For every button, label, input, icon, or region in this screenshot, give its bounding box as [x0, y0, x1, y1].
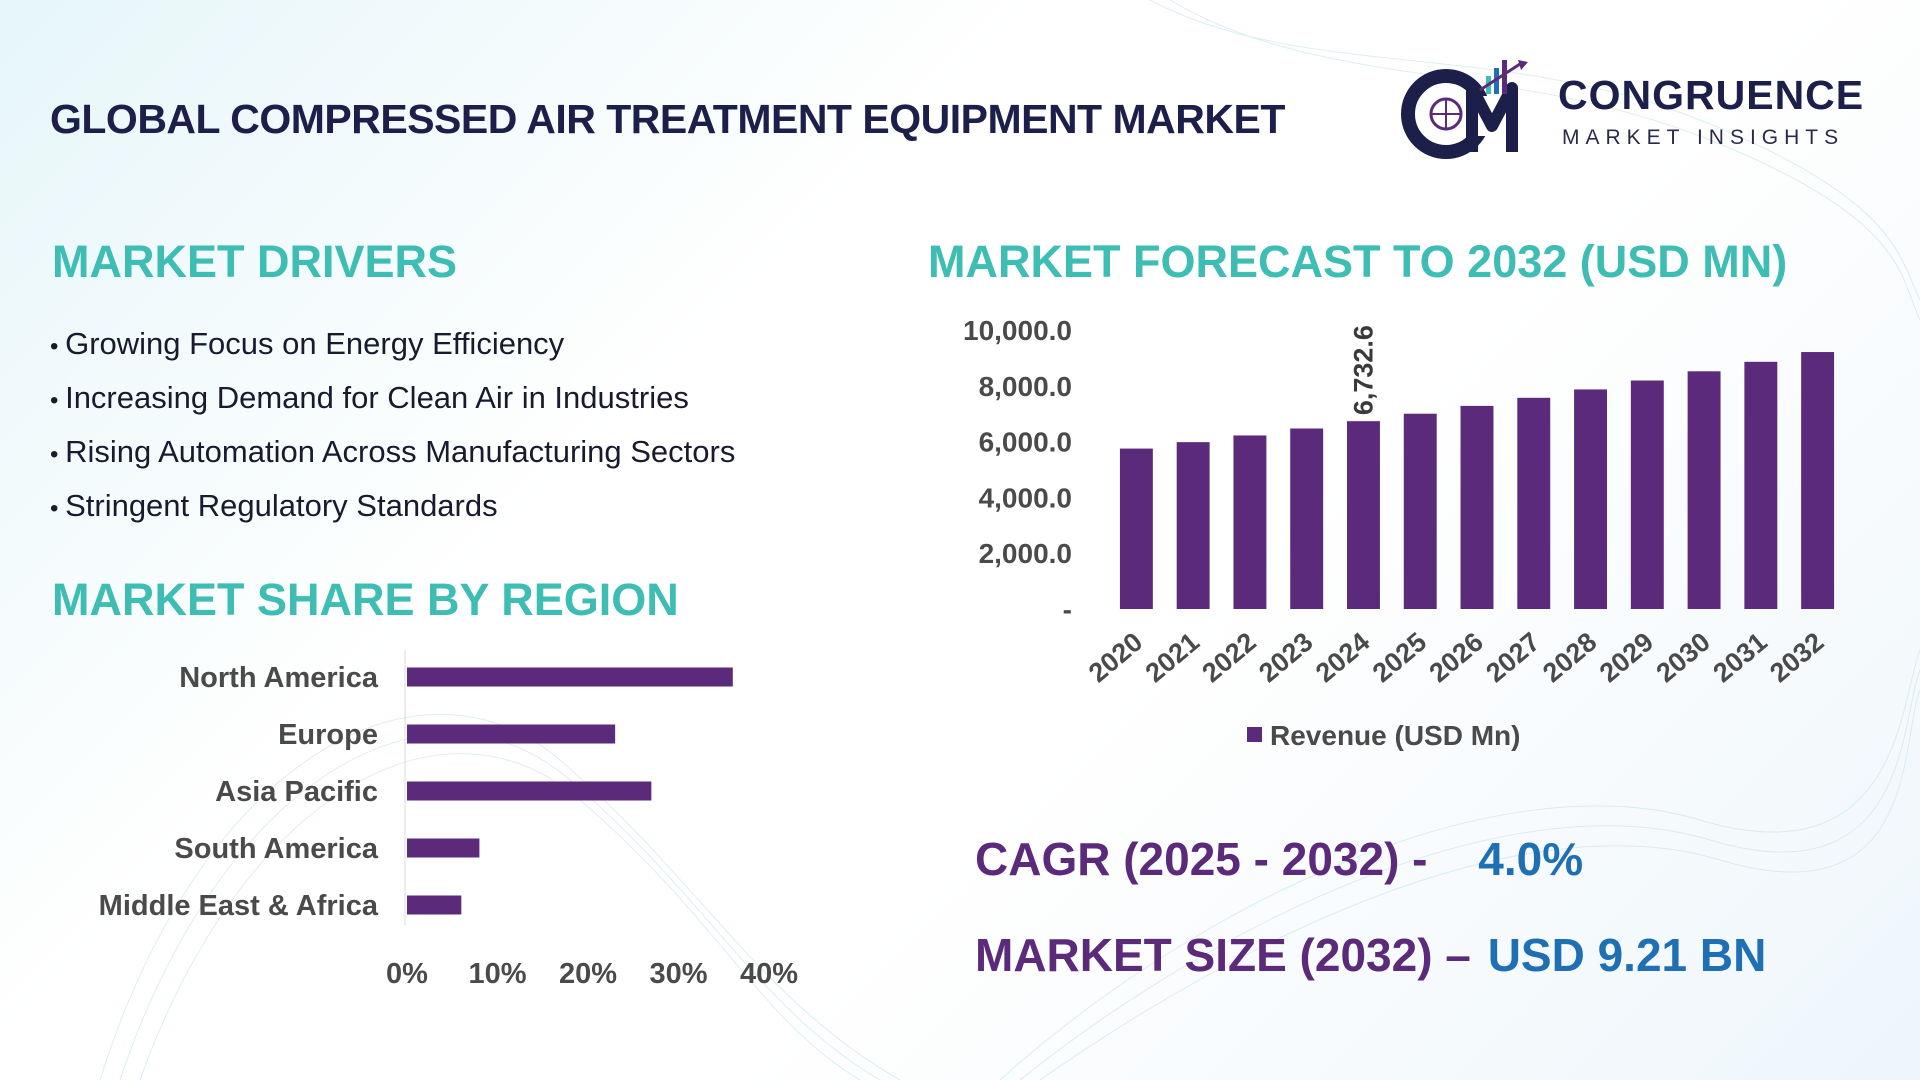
forecast-bar: [1119, 448, 1153, 609]
x-tick-label: 2025: [1367, 627, 1432, 689]
forecast-bar: [1460, 405, 1494, 609]
x-tick-label: 2023: [1253, 627, 1318, 689]
x-tick-label: 2029: [1594, 627, 1659, 689]
x-tick-label: 2028: [1537, 627, 1602, 689]
y-tick-label: -: [1063, 594, 1072, 625]
cagr-row: CAGR (2025 - 2032) - 4.0%: [975, 832, 1583, 886]
x-tick-label: 2030: [1651, 627, 1716, 689]
market-size-label: MARKET SIZE (2032) –: [975, 929, 1471, 981]
category-label: South America: [174, 833, 378, 865]
forecast-bar: [1687, 371, 1721, 609]
category-label: Europe: [278, 719, 378, 751]
legend-swatch: [1247, 727, 1262, 742]
x-tick-label: 30%: [649, 958, 707, 990]
x-tick-label: 2032: [1764, 627, 1829, 689]
forecast-bar: [1574, 389, 1608, 609]
legend-label: Revenue (USD Mn): [1270, 720, 1520, 751]
driver-item: Growing Focus on Energy Efficiency: [50, 322, 735, 376]
forecast-bar: [1290, 428, 1324, 609]
forecast-bar-chart: - 2,000.0 4,000.0 6,000.0 8,000.0 10,000.0 202…: [963, 315, 1835, 751]
x-tick-label: 40%: [740, 958, 798, 990]
forecast-bar: [1744, 361, 1778, 609]
congruence-logo-mark: [1401, 60, 1528, 159]
region-bar: [407, 781, 652, 801]
category-label: Middle East & Africa: [99, 890, 379, 922]
brand-logo: CONGRUENCE MARKET INSIGHTS: [1400, 56, 1880, 166]
category-label: Asia Pacific: [215, 776, 378, 808]
market-size-row: MARKET SIZE (2032) – USD 9.21 BN: [975, 928, 1766, 982]
cagr-value: 4.0%: [1478, 833, 1584, 885]
x-tick-label: 2021: [1140, 627, 1205, 689]
x-tick-label: 2020: [1083, 627, 1148, 689]
x-tick-label: 2022: [1196, 627, 1261, 689]
y-tick-label: 6,000.0: [979, 427, 1072, 458]
x-tick-label: 2024: [1310, 627, 1375, 689]
region-heading: MARKET SHARE BY REGION: [52, 574, 679, 625]
page-title: GLOBAL COMPRESSED AIR TREATMENT EQUIPMEN…: [50, 96, 1285, 142]
cagr-label: CAGR (2025 - 2032) -: [975, 833, 1428, 885]
x-tick-label: 2027: [1480, 627, 1545, 689]
y-tick-label: 4,000.0: [979, 482, 1072, 513]
forecast-bar: [1176, 442, 1210, 609]
forecast-bar: [1517, 397, 1551, 609]
region-bar: [407, 667, 733, 687]
driver-item: Stringent Regulatory Standards: [50, 484, 735, 538]
forecast-bar: [1233, 435, 1267, 609]
x-tick-label: 2031: [1707, 627, 1772, 689]
y-tick-label: 2,000.0: [979, 538, 1072, 569]
logo-tagline: MARKET INSIGHTS: [1562, 126, 1845, 149]
forecast-bar: [1801, 352, 1835, 609]
x-tick-label: 2026: [1424, 627, 1489, 689]
category-label: North America: [179, 662, 379, 694]
driver-item: Rising Automation Across Manufacturing S…: [50, 430, 735, 484]
driver-item: Increasing Demand for Clean Air in Indus…: [50, 376, 735, 430]
logo-name: CONGRUENCE: [1558, 72, 1865, 118]
drivers-list: Growing Focus on Energy Efficiency Incre…: [50, 322, 735, 538]
market-size-value: USD 9.21 BN: [1487, 929, 1767, 981]
x-tick-label: 0%: [386, 958, 428, 990]
drivers-heading: MARKET DRIVERS: [52, 236, 458, 287]
forecast-bar: [1403, 413, 1437, 609]
y-tick-label: 10,000.0: [963, 315, 1072, 346]
forecast-bar: [1346, 421, 1380, 609]
region-bar: [407, 895, 462, 915]
x-tick-label: 20%: [559, 958, 617, 990]
forecast-heading: MARKET FORECAST TO 2032 (USD MN): [928, 236, 1788, 287]
region-bar-chart: North America Europe Asia Pacific South Ame…: [99, 650, 798, 990]
x-tick-label: 10%: [468, 958, 526, 990]
region-bar: [407, 724, 616, 744]
forecast-bar: [1630, 380, 1664, 609]
region-bar: [407, 838, 480, 858]
data-label: 6,732.6: [1348, 325, 1378, 415]
y-tick-label: 8,000.0: [979, 371, 1072, 402]
